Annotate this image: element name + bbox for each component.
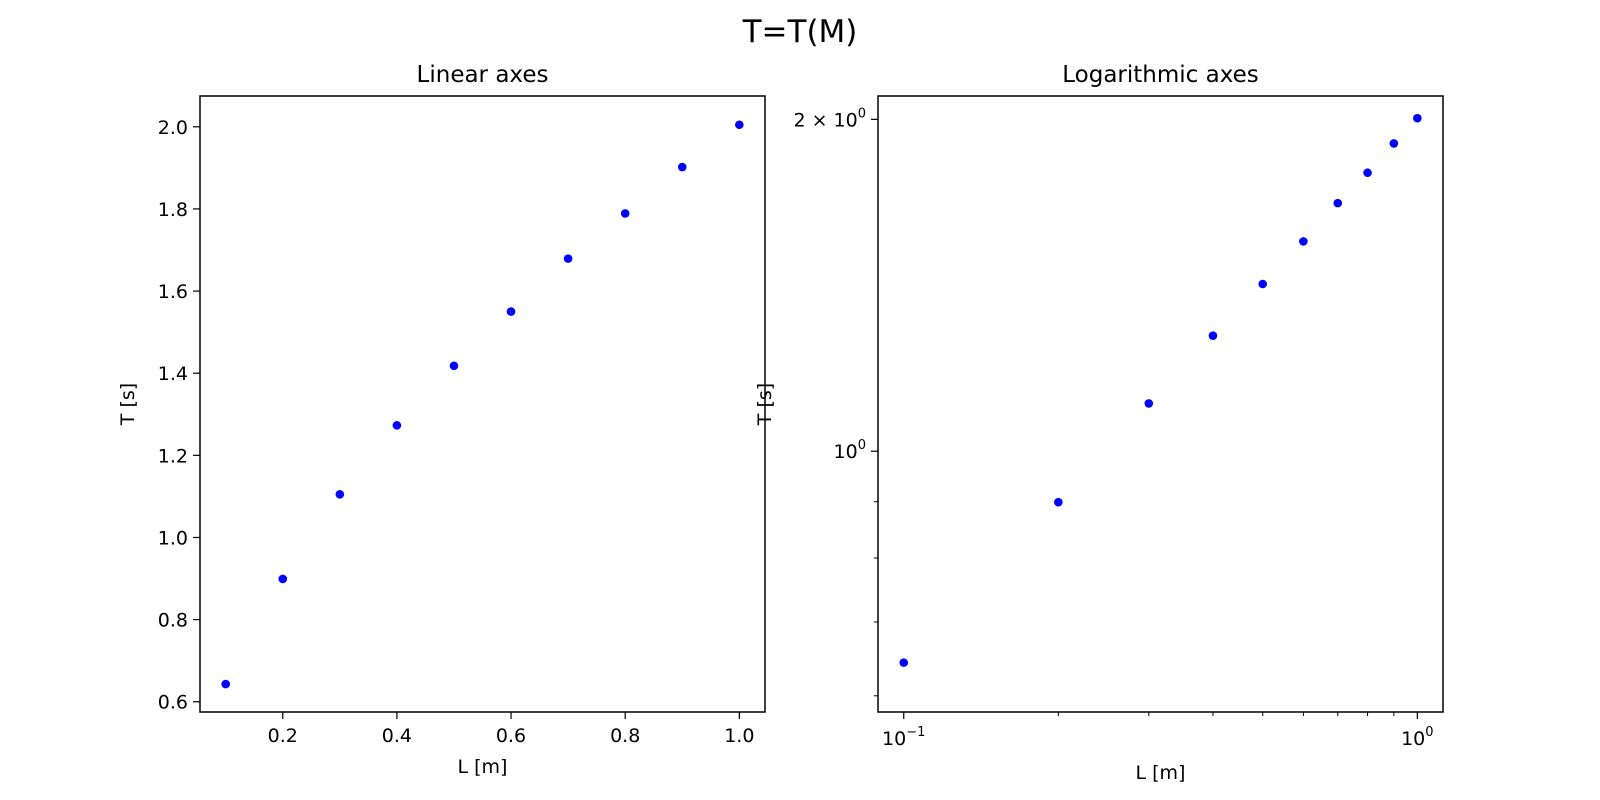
data-point [449, 361, 459, 371]
x-tick-label: 10−1 [882, 725, 925, 750]
data-point [392, 421, 402, 430]
x-tick-label: 0.6 [496, 725, 526, 747]
y-tick-label: 1.8 [158, 199, 188, 221]
x-tick-label: 0.2 [268, 725, 298, 747]
x-tick-label: 1.0 [724, 725, 754, 747]
data-point [1208, 331, 1218, 340]
log-axes-subplot: Logarithmic axes 10−1 100 100 2 × 100 L [m]… [754, 62, 1444, 784]
linear-x-axis-label: L [m] [458, 756, 508, 778]
data-point [1258, 279, 1268, 289]
y-tick-label: 100 [834, 438, 866, 463]
x-tick-label: 100 [1401, 725, 1433, 750]
log-axes-title: Logarithmic axes [1062, 62, 1259, 88]
linear-axes-subplot: Linear axes 0.2 0.4 0.6 0.8 1.0 0.6 0.8 1.0 1.2 1… [117, 62, 766, 778]
data-point [1413, 113, 1422, 123]
y-tick-label: 0.8 [158, 610, 188, 632]
log-axes-points [899, 113, 1422, 667]
data-point [620, 209, 630, 218]
y-tick-label: 1.4 [158, 363, 188, 385]
y-tick-label: 0.6 [158, 692, 188, 714]
log-x-axis-label: L [m] [1136, 762, 1186, 784]
data-point [1363, 168, 1372, 178]
linear-axes-title: Linear axes [417, 62, 549, 88]
y-tick-label: 2.0 [158, 117, 188, 139]
data-point [335, 490, 345, 499]
log-y-axis-label: T [s] [754, 383, 776, 426]
data-point [1299, 237, 1308, 246]
linear-y-axis-label: T [s] [117, 383, 139, 426]
log-axes-ticks: 10−1 100 100 2 × 100 [793, 106, 1433, 750]
x-tick-label: 0.4 [382, 725, 412, 747]
linear-axes-ticks: 0.2 0.4 0.6 0.8 1.0 0.6 0.8 1.0 1.2 1.4 1.6 1.8 2.0 [158, 117, 755, 747]
data-point [278, 574, 288, 584]
data-point [506, 307, 516, 316]
y-tick-label: 1.0 [158, 527, 188, 549]
data-point [1389, 139, 1399, 148]
data-point [1054, 497, 1063, 507]
data-point [735, 120, 744, 130]
log-axes-frame [877, 95, 1444, 713]
figure-suptitle: T=T(M) [742, 14, 858, 50]
x-tick-label: 0.8 [610, 725, 640, 747]
y-tick-label: 2 × 100 [793, 106, 866, 131]
data-point [1144, 399, 1154, 408]
data-point [899, 658, 909, 667]
y-tick-label: 1.2 [158, 445, 188, 467]
y-tick-label: 1.6 [158, 281, 188, 303]
data-point [677, 162, 687, 172]
linear-axes-frame [199, 95, 766, 713]
linear-axes-points [221, 120, 744, 689]
data-point [563, 254, 573, 263]
data-point [1333, 198, 1343, 208]
data-point [221, 679, 230, 689]
